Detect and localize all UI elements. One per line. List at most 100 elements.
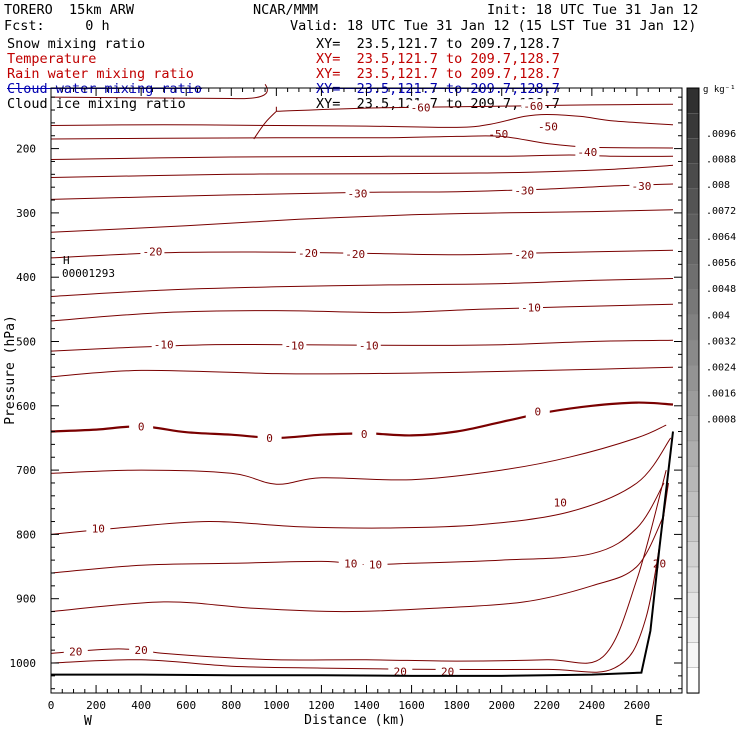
colorbar-swatch [686,440,700,467]
contour-label: 0 [138,420,145,433]
contour-label: -40 [577,146,597,159]
contour-label: -10 [521,301,541,314]
contour-line [50,278,674,297]
x-tick-label: 600 [176,699,196,712]
x-tick-label: 2600 [624,699,651,712]
contour-label: 10 [344,557,357,570]
colorbar-swatch [686,642,700,669]
contour-label: -30 [631,180,651,193]
contour-label-bg [408,100,433,114]
axes-layer: 0 200 400 600 800 1000 1200 1400 1600 1800 2000 220… [10,87,683,712]
contour-label-bg [356,338,381,352]
colorbar-label: .0088 [706,155,736,166]
contour-label-bg [129,419,154,433]
y-tick-label: 700 [16,464,36,477]
colorbar-label: .0056 [706,258,736,269]
contour-label-bg [525,404,550,418]
y-tick-label: 900 [16,593,36,606]
colorbar-swatch [686,239,700,266]
contour-label-bg [575,144,600,158]
y-tick-label: 500 [16,336,36,349]
colorbar-swatch [686,591,700,619]
colorbar-swatch [686,314,700,341]
contour-label-bg [647,556,672,570]
colorbar-label: .0096 [706,129,736,140]
field-temperature-name: Temperature [7,51,97,67]
contour-label-bg [295,245,320,259]
y-tick-label: 1000 [10,657,37,670]
colorbar-swatch [686,87,700,114]
contour-label-bg [512,247,537,261]
contour-label: -60 [523,100,543,113]
x-tick-label: 400 [131,699,151,712]
x-tick-label: 200 [86,699,106,712]
contour-label: -50 [488,128,508,141]
x-tick-label: 2000 [488,699,515,712]
colorbar-label: .0072 [706,206,736,217]
contour-line [50,183,674,200]
contour-label-bg [343,247,368,261]
colorbar-swatch [686,213,700,240]
contour-label-bg [63,644,88,658]
high-marker-label: H [63,254,70,267]
contour-label-bg [338,556,363,570]
contour-label: -20 [345,248,365,261]
west-label: W [84,714,92,729]
x-tick-label: 800 [221,699,241,712]
contour-line [276,103,674,112]
colorbar-swatch [686,289,700,316]
x-tick-label: 1200 [308,699,335,712]
contour-line [50,164,674,178]
contour-label: -60 [411,101,431,114]
colorbar-frame [686,87,700,694]
field-rain-name: Rain water mixing ratio [7,66,194,82]
colorbar-swatch [686,138,700,165]
colorbar-label: .004 [706,310,730,321]
colorbar-swatch [686,163,700,190]
contour-label-bg [629,178,654,192]
contour-label-bg [129,643,154,657]
contour-line [253,106,277,140]
contour-label: 10 [92,523,105,536]
contour-label-bg [435,664,460,678]
field-temperature-xy: XY= 23.5,121.7 to 209.7,128.7 [316,51,560,67]
contour-label: -10 [154,339,174,352]
contour-label-bg [535,119,560,133]
colorbar-swatch [686,617,700,644]
contour-label: 0 [361,428,368,441]
contour-line [50,482,669,673]
forecast-hour: Fcst: 0 h [4,18,110,34]
contour-line [50,424,667,485]
contour-label-bg [548,495,573,509]
y-axis-label: Pressure (hPa) [3,315,18,425]
field-rain-xy: XY= 23.5,121.7 to 209.7,128.7 [316,66,560,82]
init-time: Init: 18 UTC Tue 31 Jan 12 [487,2,699,18]
colorbar-swatch [686,566,700,593]
contour-line [50,366,674,378]
contour-label: -20 [514,249,534,262]
colorbar-swatch [686,339,700,366]
contour-label-bg [388,664,413,678]
y-tick-label: 400 [16,271,36,284]
field-snow-name: Snow mixing ratio [7,36,146,52]
x-tick-label: 1600 [398,699,425,712]
colorbar-label: .0064 [706,232,736,243]
colorbar-unit: g kg⁻¹ [703,85,736,95]
contour-line [50,514,665,613]
contour-label: -50 [538,121,558,134]
colorbar-label: .0008 [706,414,736,425]
contour-label-bg [519,300,544,314]
terrain-line [51,431,674,677]
contour-line [50,437,672,535]
contour-line [50,303,674,322]
contour-label-bg [151,337,176,351]
colorbar-label: .0016 [706,388,736,399]
x-tick-label: 2200 [534,699,561,712]
contour-label: -20 [142,245,162,258]
colorbar-swatch [686,390,700,417]
valid-time: Valid: 18 UTC Tue 31 Jan 12 (15 LST Tue … [290,18,697,34]
contour-line [50,209,674,233]
contour-line [50,154,674,160]
contour-label-bg [257,430,282,444]
